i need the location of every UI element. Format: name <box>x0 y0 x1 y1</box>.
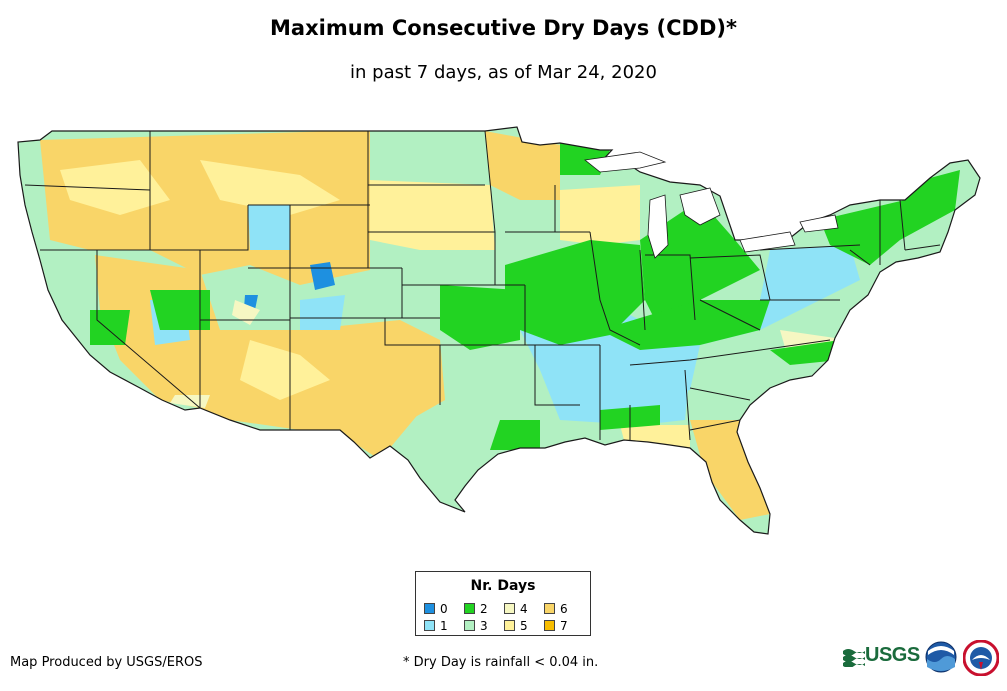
legend: Nr. Days 0 1 2 3 4 5 6 7 <box>415 571 591 636</box>
cdd-map <box>17 126 981 535</box>
legend-label: 4 <box>520 601 528 616</box>
legend-item: 1 <box>424 618 448 633</box>
legend-swatch <box>464 620 475 631</box>
legend-label: 6 <box>560 601 568 616</box>
map-title: Maximum Consecutive Dry Days (CDD)* <box>270 16 737 40</box>
legend-swatch <box>424 603 435 614</box>
legend-item: 3 <box>464 618 488 633</box>
usgs-wave-icon <box>843 648 865 667</box>
legend-swatch <box>504 603 515 614</box>
cdd-color-regions <box>18 127 980 534</box>
legend-item: 0 <box>424 601 448 616</box>
legend-item: 4 <box>504 601 528 616</box>
usgs-logo: USGS <box>843 644 920 667</box>
legend-item: 7 <box>544 618 568 633</box>
legend-item: 6 <box>544 601 568 616</box>
great-lakes <box>584 151 839 259</box>
legend-label: 7 <box>560 618 568 633</box>
legend-swatch <box>544 620 555 631</box>
legend-label: 1 <box>440 618 448 633</box>
legend-label: 2 <box>480 601 488 616</box>
credit-text: Map Produced by USGS/EROS <box>10 655 203 670</box>
map-subtitle: in past 7 days, as of Mar 24, 2020 <box>350 62 657 83</box>
legend-item: 2 <box>464 601 488 616</box>
legend-title: Nr. Days <box>470 578 536 594</box>
legend-label: 0 <box>440 601 448 616</box>
noaa-logo-icon <box>925 641 957 673</box>
legend-swatch <box>424 620 435 631</box>
legend-item: 5 <box>504 618 528 633</box>
footnote-text: * Dry Day is rainfall < 0.04 in. <box>403 655 599 670</box>
legend-swatch <box>504 620 515 631</box>
legend-label: 5 <box>520 618 528 633</box>
legend-swatch <box>464 603 475 614</box>
nws-logo-icon <box>963 640 999 676</box>
usgs-logo-text: USGS <box>865 644 920 666</box>
legend-swatch <box>544 603 555 614</box>
legend-label: 3 <box>480 618 488 633</box>
